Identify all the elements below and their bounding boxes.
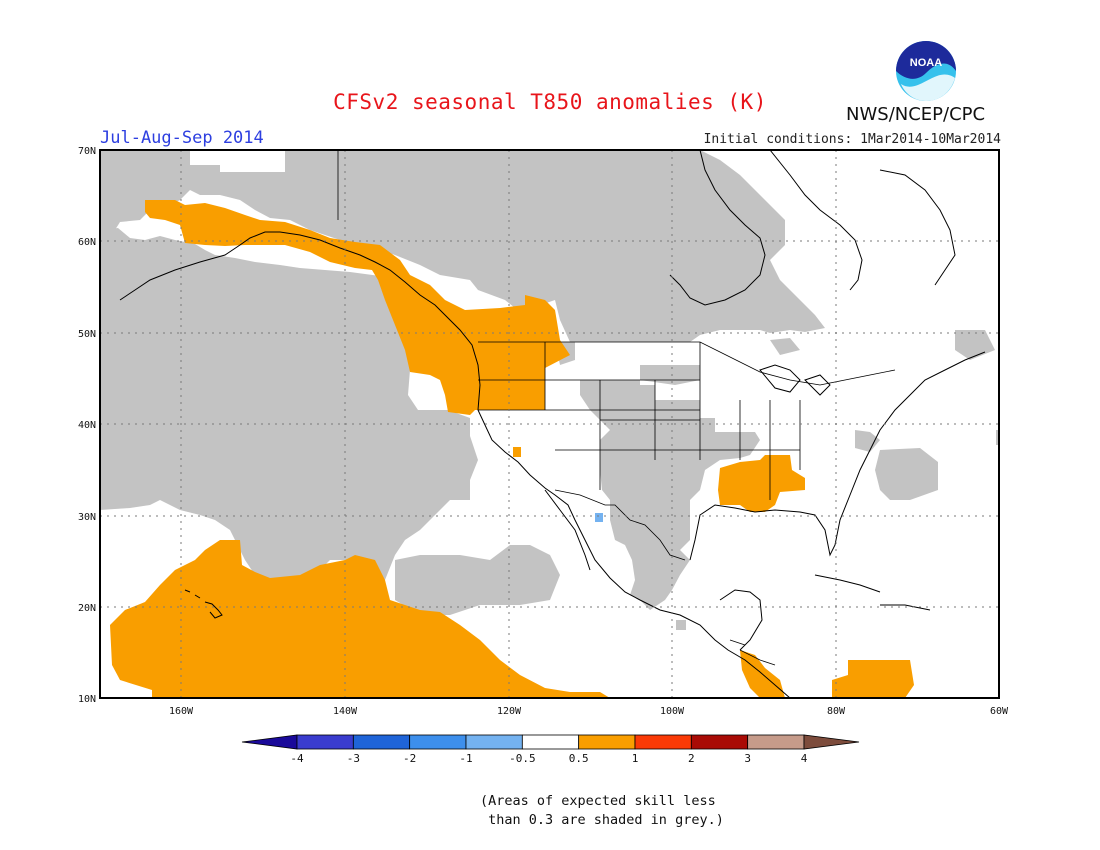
colorbar-swatch — [578, 734, 636, 750]
agency-label: NWS/NCEP/CPC — [846, 104, 986, 125]
cold-anomaly-pixel — [595, 513, 603, 522]
colorbar-swatch — [296, 734, 354, 750]
map-area — [100, 150, 999, 698]
lat-label: 40N — [78, 420, 96, 431]
colorbar-low-arrow — [241, 734, 298, 750]
map-frame — [99, 149, 1000, 699]
colorbar-label: -4 — [290, 752, 304, 765]
noaa-logo: NOAA — [896, 41, 956, 101]
lon-label: 120W — [497, 706, 522, 717]
colorbar-swatch — [352, 734, 411, 750]
lat-label: 10N — [78, 694, 96, 705]
colorbar: -4 -3 -2 -1 -0.5 0.5 1 2 3 4 — [241, 734, 860, 765]
lat-label: 70N — [78, 146, 96, 157]
chart-title: CFSv2 seasonal T850 anomalies (K) — [333, 90, 767, 114]
skill-note: (Areas of expected skill less than 0.3 a… — [480, 792, 724, 830]
colorbar-swatch — [409, 734, 467, 750]
colorbar-label: -3 — [347, 752, 360, 765]
lon-label: 80W — [827, 706, 846, 717]
lon-label: 100W — [660, 706, 685, 717]
colorbar-swatch — [465, 734, 523, 750]
colorbar-swatch — [521, 734, 580, 750]
lat-label: 60N — [78, 237, 96, 248]
warm-anomaly-shading — [110, 200, 914, 698]
colorbar-label: 4 — [801, 752, 808, 765]
lat-label: 20N — [78, 603, 96, 614]
skill-note-line1: (Areas of expected skill less — [480, 793, 716, 809]
grid-lines — [100, 150, 999, 698]
colorbar-swatch — [690, 734, 749, 750]
lat-label: 30N — [78, 512, 96, 523]
colorbar-high-arrow — [803, 734, 860, 750]
lon-labels: 160W 140W 120W 100W 80W 60W — [169, 706, 1009, 717]
colorbar-label: 0.5 — [569, 752, 589, 765]
lat-labels: 70N 60N 50N 40N 30N 20N 10N — [78, 146, 96, 705]
colorbar-label: -1 — [459, 752, 472, 765]
political-borders — [337, 150, 896, 666]
colorbar-label: 3 — [744, 752, 751, 765]
lat-label: 50N — [78, 329, 96, 340]
lon-label: 140W — [333, 706, 358, 717]
colorbar-label: -2 — [403, 752, 416, 765]
lon-label: 60W — [990, 706, 1009, 717]
colorbar-label: 1 — [632, 752, 639, 765]
logo-text: NOAA — [910, 57, 942, 69]
colorbar-swatch — [634, 734, 692, 750]
season-label: Jul-Aug-Sep 2014 — [100, 128, 264, 148]
colorbar-swatch — [747, 734, 805, 750]
skill-note-line2: than 0.3 are shaded in grey.) — [480, 812, 724, 828]
coastlines — [119, 150, 986, 698]
colorbar-label: 2 — [688, 752, 695, 765]
initial-conditions-label: Initial conditions: 1Mar2014-10Mar2014 — [703, 132, 1001, 147]
lon-label: 160W — [169, 706, 194, 717]
colorbar-label: -0.5 — [509, 752, 536, 765]
